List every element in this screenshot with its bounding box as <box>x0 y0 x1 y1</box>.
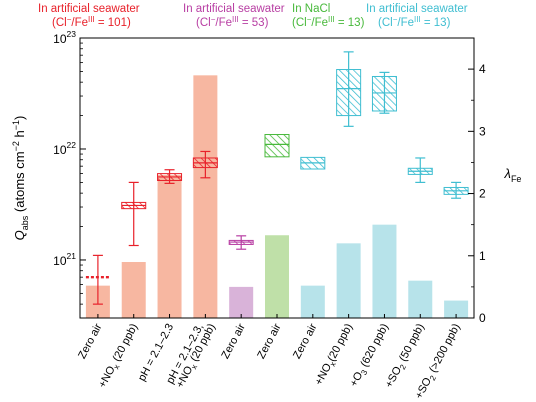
x-tick-label: Zero air <box>291 321 320 360</box>
y-right-tick-label: 0 <box>479 311 486 325</box>
lambda-bar-5 <box>265 235 289 318</box>
y-left-tick-base: 10 <box>53 143 67 157</box>
x-tick-label-subscript: 2 <box>428 374 438 383</box>
y-left-tick-base: 10 <box>53 32 67 46</box>
x-tick-label-text: (620 ppb) <box>357 322 391 372</box>
group-title-seawater-13: In artificial seawater <box>366 3 468 15</box>
lambda-bar-6 <box>300 285 325 318</box>
lambda-bar-3 <box>193 75 218 318</box>
group-title-nacl-13: In NaCl <box>292 3 330 15</box>
group-subtitle-seawater-101: (Cl−/FeIII = 101) <box>52 15 131 29</box>
y-left-tick-exponent: 22 <box>67 140 77 150</box>
x-tick-label-text: (50 ppb) <box>396 322 427 367</box>
lambda-bar-10 <box>444 300 469 318</box>
y-left-tick-exponent: 21 <box>67 251 77 261</box>
y-left-tick-label: 1021 <box>53 251 76 268</box>
q-box-8 <box>371 75 397 112</box>
x-tick-label: Zero air <box>255 321 284 360</box>
y-left-tick-label: 1022 <box>53 140 76 157</box>
y-left-tick-label: 1023 <box>53 29 76 46</box>
lambda-bar-2 <box>157 174 182 318</box>
q-abs-marks <box>85 51 469 305</box>
y-right-tick-label: 4 <box>479 62 486 76</box>
x-axis-labels: Zero air+NOx (20 ppb)pH = 2.1–2.3pH = 2.… <box>76 314 463 401</box>
x-tick-label-subscript: 2 <box>398 363 408 372</box>
y-right-tick-label: 3 <box>479 124 486 138</box>
y-right-tick-label: 1 <box>479 249 486 263</box>
group-subtitle-nacl-13: (Cl−/FeIII = 13) <box>292 15 365 29</box>
y-left-tick-exponent: 23 <box>67 29 77 39</box>
q-box-7 <box>336 69 362 117</box>
x-tick-label-subscript: x <box>189 363 199 371</box>
y-left-axis-label: Qabs (atoms cm−2 h−1) <box>11 116 30 241</box>
group-title-seawater-101: In artificial seawater <box>38 3 140 15</box>
y-right-ticks: 0 1 2 3 4 <box>468 37 486 325</box>
group-subtitle-seawater-13: (Cl−/FeIII = 13) <box>378 15 451 29</box>
x-tick-label-text: Zero air <box>291 321 320 360</box>
x-tick-label-subscript: 3 <box>359 368 369 377</box>
lambda-bar-8 <box>372 224 397 318</box>
group-titles: In artificial seawater (Cl−/FeIII = 101)… <box>38 3 468 29</box>
x-tick-label-text: Zero air <box>76 321 105 360</box>
group-subtitle-seawater-53: (Cl−/FeIII = 53) <box>196 15 269 29</box>
lambda-bar-9 <box>408 280 433 318</box>
x-tick-label-text: (20 ppb) <box>109 322 140 367</box>
y-right-axis-label: λFe <box>504 166 522 184</box>
y-right-tick-label: 2 <box>479 187 486 201</box>
y-left-tick-base: 10 <box>53 254 67 268</box>
lambda-bar-7 <box>336 243 361 318</box>
group-title-seawater-53: In artificial seawater <box>183 3 285 15</box>
x-tick-label-text: Zero air <box>219 321 248 360</box>
x-tick-label: +NOx (20 ppb) <box>96 322 142 391</box>
q-box-5 <box>264 134 290 158</box>
x-tick-label-text: (20 ppb) <box>325 322 355 364</box>
x-tick-label-text: (>200 ppb) <box>426 322 463 378</box>
lambda-bar-4 <box>229 286 254 318</box>
lambda-bars <box>85 75 469 318</box>
x-tick-label-subscript: x <box>112 363 122 371</box>
x-tick-label-text: Zero air <box>255 321 284 360</box>
x-tick-label: Zero air <box>76 321 105 360</box>
x-tick-label-subscript: x <box>328 360 338 368</box>
lambda-bar-1 <box>121 262 146 318</box>
x-tick-label: Zero air <box>219 321 248 360</box>
